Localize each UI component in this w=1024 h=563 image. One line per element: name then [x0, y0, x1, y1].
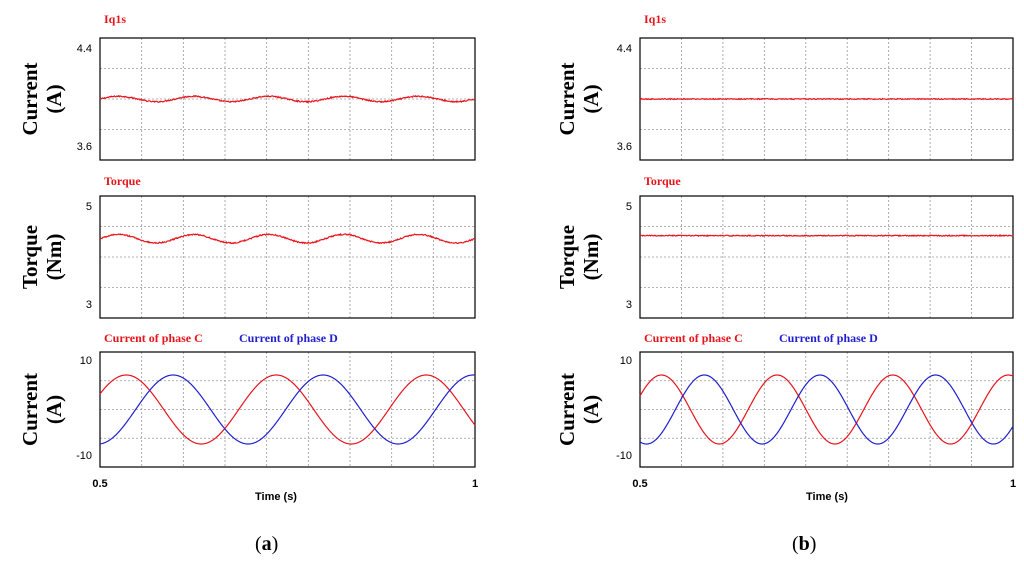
- y-axis-label: Current(A): [555, 62, 603, 135]
- y-axis-label-line: Torque: [555, 225, 579, 289]
- y-axis-label-line: Current: [18, 62, 42, 135]
- subplot-iq1s: 3.6 4.4 Current(A) Iq1s: [555, 12, 1014, 161]
- y-axis-label-line: (A): [579, 395, 603, 424]
- subplot-phase-currents: -10 10 Current(A) Current of phase C Current…: [18, 331, 476, 468]
- series-title: Iq1s: [104, 12, 126, 26]
- subplot-phase-currents: -10 10 Current(A) Current of phase C Current…: [555, 331, 1014, 468]
- plot-frame: [639, 351, 1014, 468]
- x-axis-label: Time (s): [255, 491, 297, 503]
- series-title: Current of phase C: [104, 331, 203, 345]
- panel-a: 3.64.4Current(A)Iq1s35Torque(Nm)Torque-1…: [18, 12, 478, 555]
- plot-frame: [639, 195, 1014, 319]
- series-title: Torque: [644, 174, 681, 188]
- y-axis-label: Torque(Nm): [18, 225, 66, 289]
- subplot-iq1s: 3.6 4.4 Current(A) Iq1s: [18, 12, 476, 161]
- y-tick-label: 3: [626, 299, 632, 311]
- panel-label: (b): [792, 533, 816, 555]
- y-tick-label: 5: [626, 201, 632, 213]
- y-tick-label: 4.4: [617, 43, 632, 55]
- series-title: Current of phase D: [779, 331, 878, 345]
- grid: [100, 352, 475, 467]
- series-line-blue: [99, 374, 476, 445]
- y-axis-label-line: Current: [18, 373, 42, 446]
- series-line-red: [639, 374, 1014, 445]
- y-tick-label: 10: [620, 355, 632, 367]
- y-axis-label: Torque(Nm): [555, 225, 603, 289]
- plot-frame: [99, 351, 476, 468]
- series-title: Iq1s: [644, 12, 666, 26]
- y-tick-label: -10: [616, 450, 632, 462]
- y-axis-label: Current(A): [555, 373, 603, 446]
- y-axis-label-line: Current: [555, 62, 579, 135]
- y-axis-label-line: (A): [42, 395, 66, 424]
- panel-b: 3.64.4Current(A)Iq1s35Torque(Nm)Torque-1…: [555, 12, 1016, 555]
- y-tick-label: 4.4: [77, 43, 92, 55]
- series-line-blue: [639, 374, 1014, 445]
- y-tick-label: 3: [86, 299, 92, 311]
- grid: [100, 38, 475, 160]
- series-line-red: [99, 94, 476, 104]
- x-tick-label: 0.5: [632, 478, 647, 490]
- series-line-red: [639, 97, 1014, 101]
- series-line-red: [99, 374, 476, 445]
- series-title: Torque: [104, 174, 141, 188]
- grid: [640, 196, 1013, 318]
- series-title: Current of phase D: [239, 331, 338, 345]
- y-axis-label-line: Torque: [18, 225, 42, 289]
- y-tick-label: -10: [76, 450, 92, 462]
- y-tick-label: 10: [80, 355, 92, 367]
- y-tick-label: 5: [86, 201, 92, 213]
- grid: [640, 352, 1013, 467]
- plot-frame: [99, 195, 476, 319]
- series-title: Current of phase C: [644, 331, 743, 345]
- y-axis-label-line: Current: [555, 373, 579, 446]
- y-axis-label-line: (Nm): [579, 234, 603, 281]
- x-tick-label: 0.5: [92, 478, 107, 490]
- x-axis-label: Time (s): [806, 491, 848, 503]
- y-axis-label: Current(A): [18, 62, 66, 135]
- x-tick-label: 1: [472, 478, 478, 490]
- y-axis-label-line: (A): [579, 84, 603, 113]
- x-tick-label: 1: [1010, 478, 1016, 490]
- series-line-red: [639, 234, 1014, 238]
- series-line-red: [99, 232, 476, 245]
- y-tick-label: 3.6: [617, 141, 632, 153]
- y-axis-label-line: (A): [42, 84, 66, 113]
- grid: [100, 196, 475, 318]
- y-axis-label-line: (Nm): [42, 234, 66, 281]
- y-tick-label: 3.6: [77, 141, 92, 153]
- y-axis-label: Current(A): [18, 373, 66, 446]
- panel-label: (a): [255, 533, 278, 555]
